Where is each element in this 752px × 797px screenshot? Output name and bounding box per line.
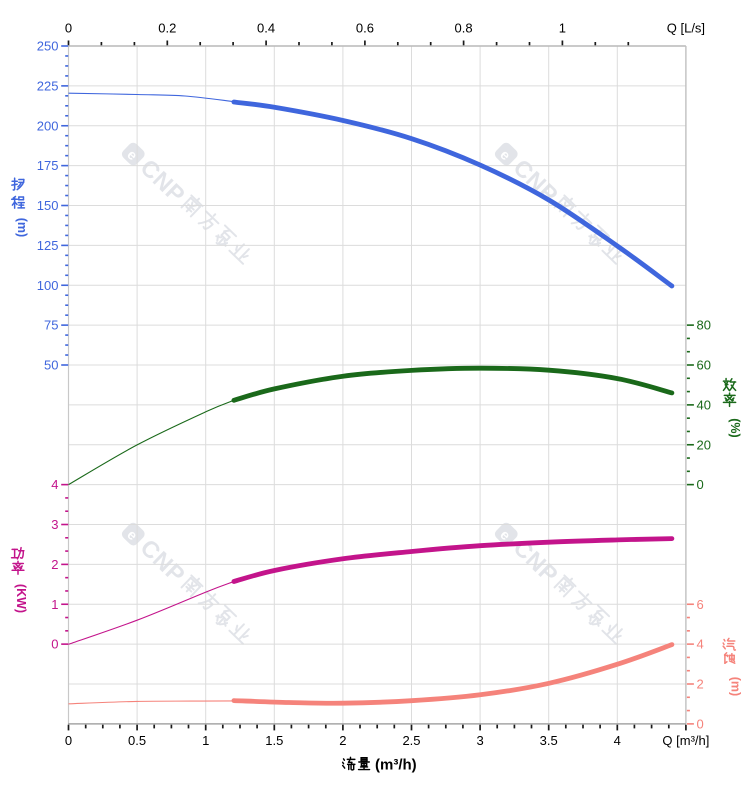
svg-text:2: 2 bbox=[339, 733, 346, 748]
svg-text:75: 75 bbox=[44, 318, 58, 333]
svg-text:2: 2 bbox=[697, 677, 704, 692]
svg-text:0: 0 bbox=[51, 637, 58, 652]
svg-text:0.5: 0.5 bbox=[128, 733, 146, 748]
svg-text:2: 2 bbox=[51, 557, 58, 572]
svg-text:60: 60 bbox=[697, 358, 711, 373]
svg-text:Q [m³/h]: Q [m³/h] bbox=[662, 733, 709, 748]
svg-text:1.5: 1.5 bbox=[265, 733, 283, 748]
svg-text:3.5: 3.5 bbox=[540, 733, 558, 748]
svg-text:6: 6 bbox=[697, 597, 704, 612]
svg-text:0.8: 0.8 bbox=[455, 21, 473, 36]
svg-text:175: 175 bbox=[37, 158, 59, 173]
svg-text:0.6: 0.6 bbox=[356, 21, 374, 36]
svg-text:0: 0 bbox=[65, 21, 72, 36]
svg-text:Q [L/s]: Q [L/s] bbox=[667, 21, 705, 36]
svg-text:80: 80 bbox=[697, 318, 711, 333]
svg-text:200: 200 bbox=[37, 118, 59, 133]
svg-text:0.4: 0.4 bbox=[257, 21, 275, 36]
svg-text:4: 4 bbox=[697, 637, 704, 652]
svg-text:50: 50 bbox=[44, 358, 58, 373]
svg-text:0: 0 bbox=[697, 717, 704, 732]
svg-text:3: 3 bbox=[51, 517, 58, 532]
svg-text:3: 3 bbox=[476, 733, 483, 748]
svg-text:(KW): (KW) bbox=[14, 584, 28, 613]
svg-text:4: 4 bbox=[51, 477, 58, 492]
svg-text:150: 150 bbox=[37, 198, 59, 213]
svg-text:100: 100 bbox=[37, 278, 59, 293]
svg-text:1: 1 bbox=[559, 21, 566, 36]
svg-text:0.2: 0.2 bbox=[158, 21, 176, 36]
svg-text:250: 250 bbox=[37, 39, 59, 54]
svg-text:0: 0 bbox=[697, 477, 704, 492]
svg-text:125: 125 bbox=[37, 238, 59, 253]
svg-text:2.5: 2.5 bbox=[402, 733, 420, 748]
svg-text:(%): (%) bbox=[728, 418, 742, 437]
svg-text:(m): (m) bbox=[15, 218, 29, 237]
svg-text:40: 40 bbox=[697, 398, 711, 413]
svg-text:(m): (m) bbox=[729, 677, 743, 696]
svg-text:1: 1 bbox=[51, 597, 58, 612]
svg-text:225: 225 bbox=[37, 79, 59, 94]
svg-text:0: 0 bbox=[65, 733, 72, 748]
svg-text:20: 20 bbox=[697, 437, 711, 452]
svg-text:(m³/h): (m³/h) bbox=[375, 756, 417, 773]
svg-text:1: 1 bbox=[202, 733, 209, 748]
svg-text:4: 4 bbox=[614, 733, 621, 748]
